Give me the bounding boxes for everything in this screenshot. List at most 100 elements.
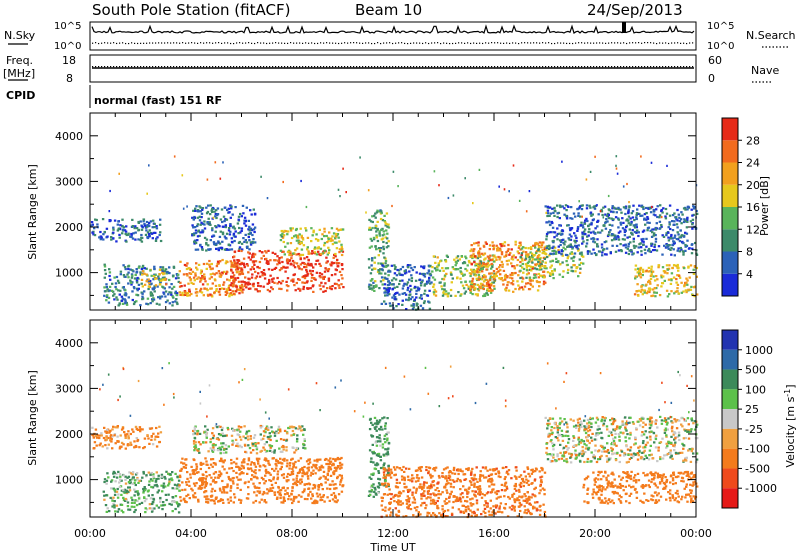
echo-cell [177, 273, 180, 276]
echo-cell [521, 266, 524, 269]
echo-cell [476, 270, 479, 273]
echo-cell [205, 435, 208, 438]
nave-dot [581, 66, 583, 68]
echo-cell [149, 473, 152, 476]
echo-cell [234, 277, 237, 280]
echo-cell [156, 491, 159, 494]
echo-cell [680, 291, 683, 294]
echo-cell [113, 219, 117, 222]
freq-label-2: [MHz] [3, 67, 35, 80]
nave-dot [203, 66, 205, 68]
echo-cell [607, 208, 610, 211]
echo-cell [527, 260, 531, 263]
echo-cell [615, 167, 618, 170]
echo-cell [267, 462, 270, 465]
echo-cell [252, 252, 255, 255]
echo-cell [309, 269, 312, 272]
echo-cell [273, 432, 277, 435]
echo-cell [247, 444, 250, 447]
echo-cell [522, 246, 525, 249]
echo-cell [581, 233, 584, 236]
echo-cell [384, 262, 387, 265]
nave-dot [131, 66, 133, 68]
echo-cell [668, 264, 671, 267]
nsearch-dot [428, 42, 430, 45]
echo-cell [553, 214, 556, 217]
echo-cell [199, 231, 202, 234]
nsearch-dot [644, 42, 646, 44]
echo-cell [481, 265, 484, 268]
echo-cell [200, 477, 204, 480]
echo-cell [336, 258, 339, 261]
echo-cell [667, 236, 670, 239]
echo-cell [167, 472, 170, 475]
echo-cell [671, 266, 674, 270]
echo-cell [533, 274, 536, 277]
echo-cell [526, 261, 530, 265]
nsearch-dot [236, 42, 238, 44]
echo-cell [252, 238, 255, 241]
nave-dot [602, 66, 604, 68]
echo-cell [127, 271, 130, 274]
echo-cell [316, 460, 319, 463]
echo-cell [401, 299, 404, 302]
echo-cell [196, 291, 199, 294]
echo-cell [185, 501, 188, 504]
echo-cell [246, 264, 249, 267]
echo-cell [538, 258, 541, 261]
echo-cell [229, 292, 233, 295]
echo-cell [671, 220, 674, 223]
echo-cell [539, 274, 542, 277]
echo-cell [519, 269, 522, 272]
echo-cell [692, 213, 695, 216]
echo-cell [252, 449, 255, 452]
echo-cell [592, 240, 595, 243]
echo-cell [385, 246, 389, 249]
echo-cell [486, 288, 489, 291]
echo-cell [302, 446, 305, 449]
nsearch-dot [470, 42, 472, 45]
echo-cell [536, 289, 540, 292]
echo-cell [151, 500, 155, 504]
echo-cell [254, 465, 258, 468]
echo-cell [204, 441, 208, 444]
echo-cell [118, 473, 122, 476]
nsearch-dot [218, 42, 220, 44]
y-tick-label: 4000 [55, 130, 83, 143]
echo-cell [557, 250, 561, 253]
echo-cell [621, 238, 625, 241]
cpid-label: CPID [6, 89, 35, 102]
echo-cell [679, 229, 682, 232]
echo-cell [174, 300, 177, 303]
echo-cell [286, 492, 289, 495]
echo-cell [271, 251, 274, 254]
echo-cell [120, 479, 123, 482]
nave-dot [413, 66, 415, 68]
nsearch-dot [554, 42, 556, 45]
echo-cell [637, 294, 640, 297]
echo-cell [496, 246, 500, 249]
nsearch-dot [557, 42, 559, 44]
echo-cell [155, 302, 159, 305]
echo-cell [236, 264, 239, 267]
echo-cell [143, 496, 146, 500]
echo-cell [579, 205, 582, 208]
nave-dot [644, 66, 646, 68]
echo-cell [530, 256, 533, 259]
echo-cell [217, 270, 221, 273]
echo-cell [233, 496, 237, 499]
echo-cell [106, 288, 109, 291]
echo-cell [141, 266, 144, 269]
echo-cell [127, 282, 130, 285]
nave-dot [356, 66, 358, 68]
echo-cell [131, 269, 134, 272]
echo-cell [199, 287, 203, 290]
echo-cell [185, 481, 188, 484]
echo-cell [455, 261, 458, 264]
echo-cell [162, 291, 165, 294]
echo-cell [473, 270, 476, 273]
echo-cell [264, 468, 268, 471]
echo-cell [421, 279, 424, 282]
echo-cell [196, 268, 199, 271]
echo-cell [291, 259, 295, 263]
